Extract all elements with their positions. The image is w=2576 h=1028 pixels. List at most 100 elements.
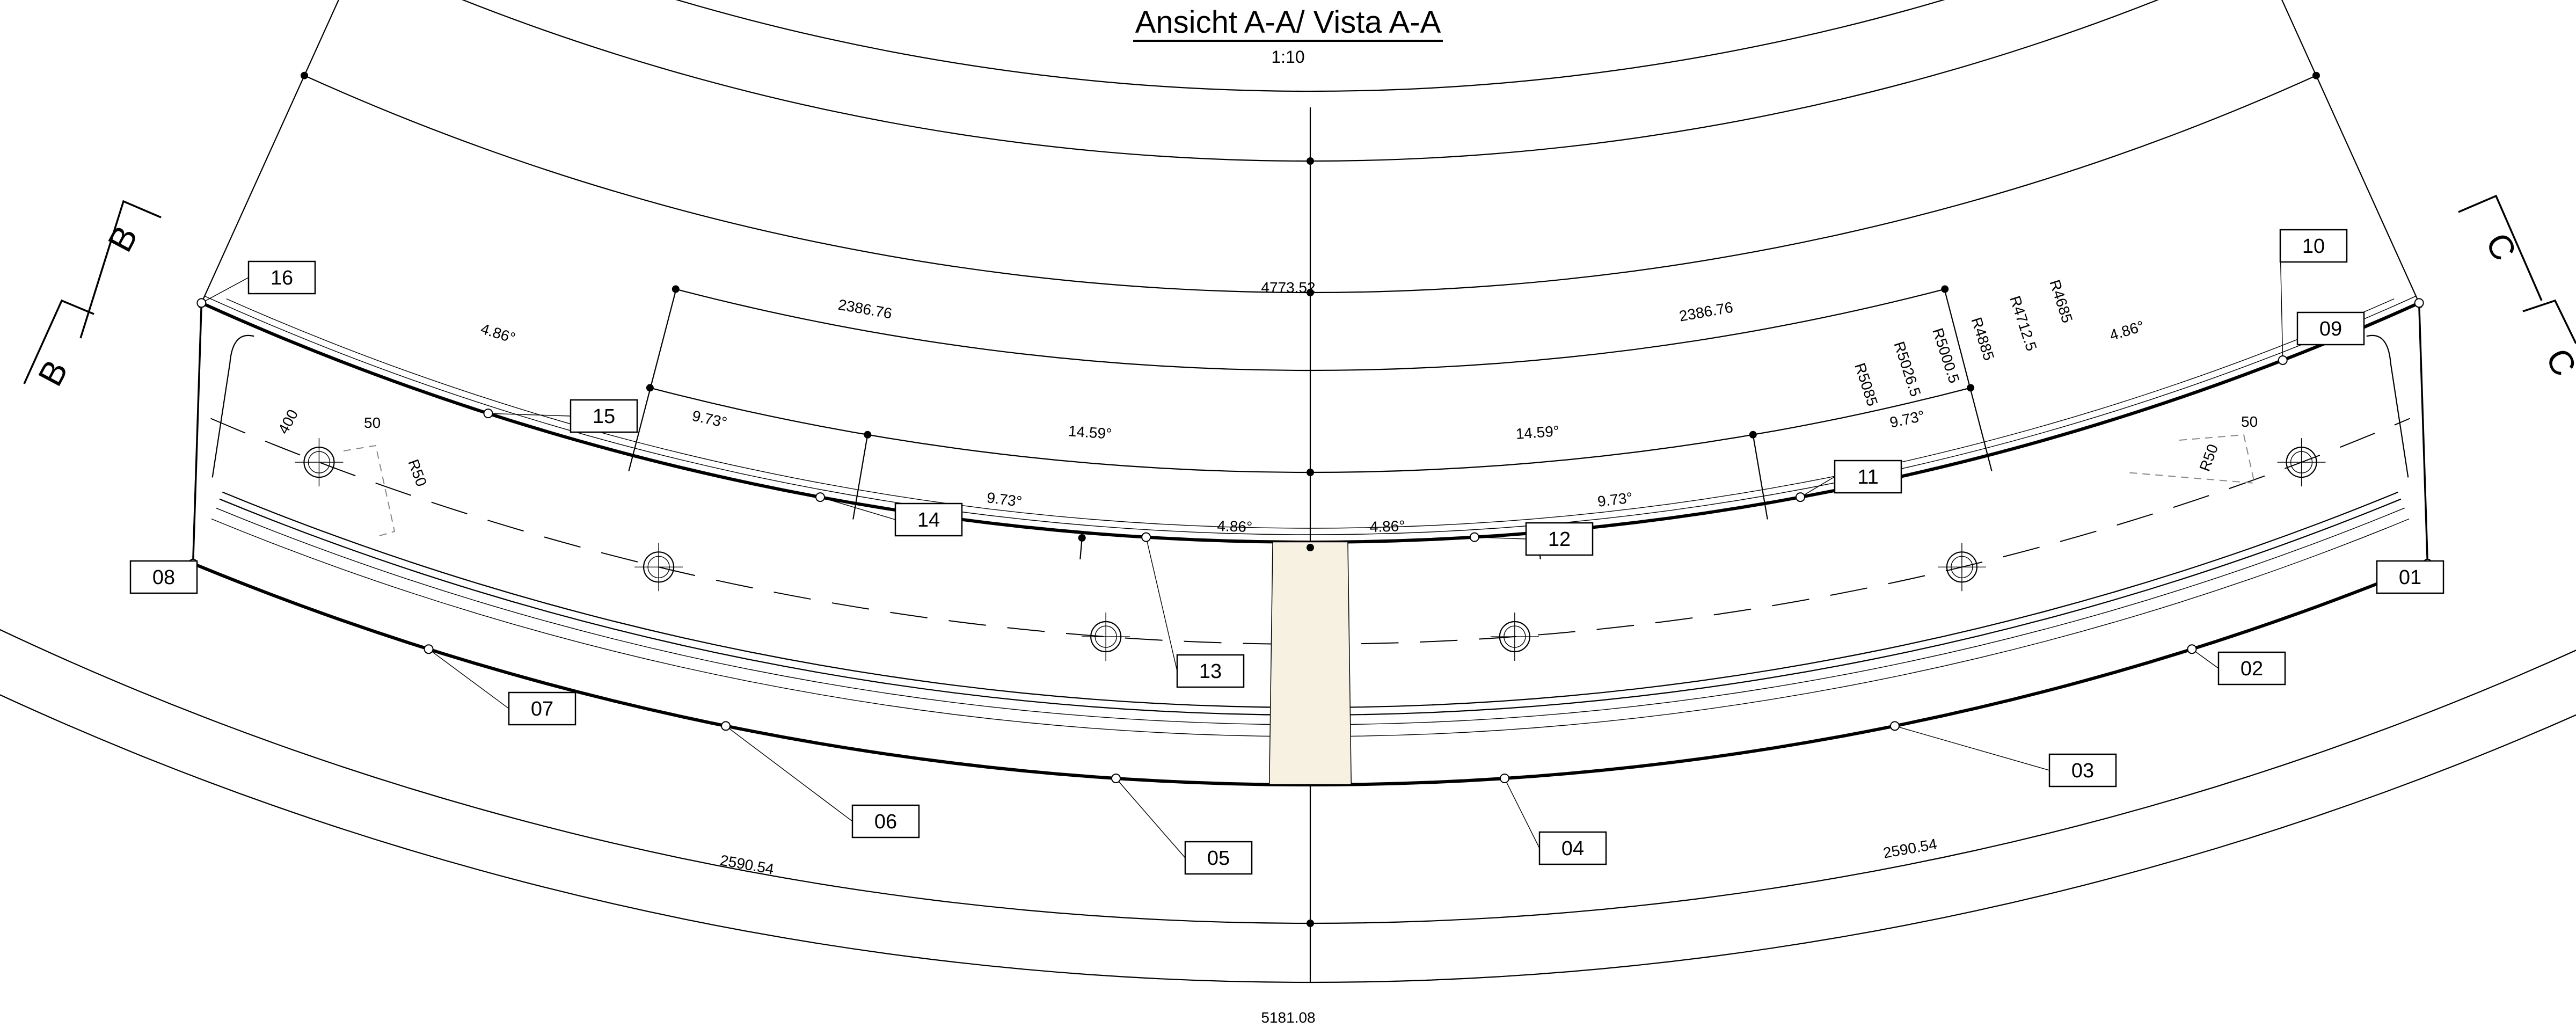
callout-label-16: 16 [271, 267, 293, 289]
dim-dot-18 [1307, 544, 1314, 551]
callout-leader-16 [201, 277, 249, 303]
section-marker-c-lower: C [2522, 299, 2576, 382]
dim-dot-6 [2312, 71, 2320, 79]
arc-length-bottom-total: 5181.08 [1261, 1009, 1315, 1026]
callout-leader-14 [820, 497, 896, 520]
angle-b1: 9.73° [986, 489, 1023, 510]
callout-label-04: 04 [1561, 837, 1584, 860]
callout-label-14: 14 [917, 509, 940, 531]
callout-label-02: 02 [2241, 658, 2263, 680]
angle-a1: 4.86° [479, 320, 517, 346]
callout-label-01: 01 [2399, 566, 2421, 589]
callout-anchor-04 [1499, 773, 1509, 783]
callout-anchor-02 [2187, 644, 2197, 654]
right-cutout-outline [2366, 334, 2409, 478]
section-marker-b-upper: B [79, 200, 162, 339]
radius-label-4: R4885 [1968, 315, 1997, 362]
angle-a3: 14.59° [1068, 422, 1112, 442]
callout-label-10: 10 [2302, 235, 2325, 258]
radius-label-6: R4685 [2046, 278, 2076, 325]
radial-14-left [628, 289, 677, 471]
callout-label-12: 12 [1548, 528, 1571, 551]
callout-anchor-09 [2414, 298, 2424, 308]
callout-leader-03 [1894, 725, 2050, 771]
callout-label-06: 06 [874, 811, 897, 833]
callout-anchor-11 [1796, 492, 1805, 502]
callout-anchor-10 [2278, 355, 2288, 365]
section-marker-c-upper: C [2458, 194, 2543, 301]
callout-label-09: 09 [2319, 318, 2342, 340]
dim-dot-15 [1307, 157, 1314, 165]
callout-leader-06 [725, 725, 853, 822]
callout-leader-15 [488, 413, 571, 417]
drawing-scale: 1:10 [1271, 47, 1305, 67]
svg-text:B: B [31, 354, 76, 392]
hidden-detail-right [2125, 434, 2256, 484]
callout-box-06 [851, 804, 920, 839]
callout-box-08 [129, 560, 198, 594]
callout-box-04 [1538, 831, 1607, 865]
callout-label-11: 11 [1857, 466, 1878, 489]
callout-label-08: 08 [152, 566, 175, 589]
drawing-title: Ansicht A-A/ Vista A-A [0, 4, 2576, 42]
callout-box-11 [1834, 460, 1902, 494]
svg-text:C: C [2538, 342, 2576, 382]
callout-box-02 [2217, 651, 2286, 686]
dim-width-400: 400 [275, 407, 301, 437]
callout-leader-04 [1504, 778, 1540, 849]
callout-anchor-13 [1141, 532, 1151, 542]
radius-label-5: R4712.5 [2006, 294, 2040, 353]
callout-box-03 [2048, 753, 2117, 788]
dim-dot-23 [1307, 920, 1314, 927]
dim-dot-13 [1078, 534, 1086, 542]
radius-label-1: R5085 [1851, 361, 1881, 408]
callout-label-03: 03 [2071, 760, 2094, 782]
callout-box-13 [1176, 654, 1245, 688]
angle-a6: 4.86° [2107, 317, 2146, 344]
center-joint [1268, 541, 1352, 785]
drawing-geometry [0, 0, 2576, 983]
angle-b3: 4.86° [1369, 517, 1405, 535]
callout-box-15 [570, 399, 638, 433]
radial-right-outer [2281, 0, 2422, 308]
callout-anchor-14 [815, 492, 825, 502]
callout-box-09 [2296, 311, 2365, 346]
callout-box-10 [2279, 229, 2348, 263]
callout-anchor-12 [1469, 532, 1479, 542]
dim-dot-5 [301, 71, 309, 79]
dim-dot-8 [1941, 285, 1949, 293]
callout-box-05 [1184, 841, 1253, 875]
callout-labels: 01 02 03 04 05 06 07 08 09 10 11 12 13 14 15 16 [129, 229, 2444, 875]
svg-text:C: C [2478, 227, 2524, 267]
dim-dot-7 [672, 285, 680, 293]
callout-anchor-05 [1111, 773, 1121, 783]
callout-label-15: 15 [593, 405, 615, 428]
dim-arc-1 [675, 0, 1945, 92]
arc-length-top-total: 4773.52 [1261, 279, 1315, 296]
callout-box-12 [1525, 522, 1594, 556]
angle-a4: 14.59° [1515, 422, 1560, 442]
callout-anchor-06 [721, 721, 731, 731]
arc-length-bottom-right: 2590.54 [1882, 836, 1938, 862]
radial-9-right [1752, 434, 1768, 520]
radius-label-3: R5000.5 [1929, 326, 1962, 385]
callout-anchor-16 [196, 298, 207, 308]
callout-leader-02 [2192, 648, 2219, 669]
callout-label-07: 07 [531, 698, 553, 720]
angle-b2: 4.86° [1217, 517, 1253, 535]
arc-length-top-right: 2386.76 [1678, 299, 1734, 325]
callout-anchor-07 [424, 644, 434, 654]
callout-leader-07 [428, 648, 509, 709]
callout-leader-11 [1800, 476, 1835, 498]
callout-box-16 [247, 260, 316, 295]
dim-dot-11 [864, 431, 872, 439]
callout-box-07 [508, 691, 577, 726]
dim-dot-10 [1967, 384, 1975, 392]
callout-box-01 [2376, 560, 2444, 594]
callout-leader-09 [2363, 302, 2419, 329]
arc-length-bottom-left: 2590.54 [719, 852, 775, 878]
left-end-edge [192, 303, 203, 564]
hidden-detail-left [343, 444, 396, 537]
left-cutout-outline [211, 334, 254, 478]
